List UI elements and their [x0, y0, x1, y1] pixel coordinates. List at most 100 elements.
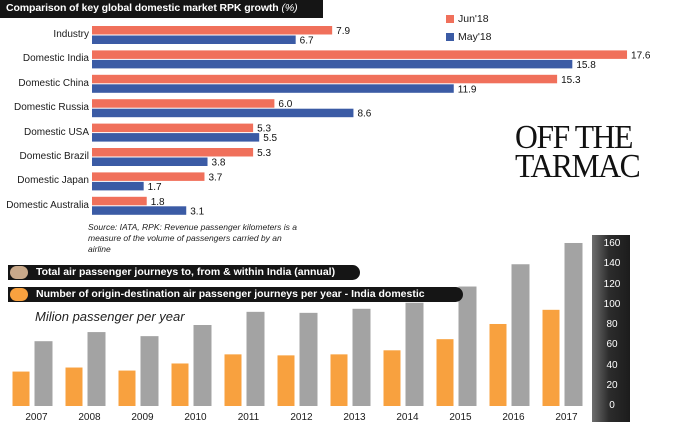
rpk-value-label: 1.7 — [148, 182, 162, 193]
legend-jun18-swatch — [446, 15, 454, 23]
year-label: 2009 — [131, 412, 154, 423]
y-tick-label: 120 — [603, 278, 621, 290]
rpk-bar — [92, 196, 147, 206]
annual-total-bar — [511, 264, 530, 406]
annual-total-bar — [564, 242, 583, 406]
bottom-chart-subtitle: Milion passenger per year — [35, 309, 185, 324]
y-tick-label: 160 — [603, 238, 621, 249]
rpk-value-label: 15.8 — [576, 60, 596, 71]
rpk-bar — [92, 35, 296, 44]
rpk-value-label: 1.8 — [151, 197, 165, 208]
od-journeys-bar — [436, 339, 454, 406]
annual-total-bar — [193, 325, 212, 406]
rpk-value-label: 5.3 — [257, 148, 271, 159]
rpk-category-label: Domestic Australia — [6, 199, 89, 211]
od-journeys-bar — [542, 309, 560, 406]
rpk-value-label: 15.3 — [561, 75, 581, 86]
od-journeys-bar — [330, 354, 348, 406]
rpk-bar — [92, 172, 205, 181]
rpk-bar — [92, 99, 275, 108]
headline-line-2: TARMAC — [515, 148, 641, 185]
rpk-bar — [92, 133, 260, 142]
rpk-value-label: 11.9 — [458, 84, 477, 95]
od-journeys-bar — [383, 350, 401, 406]
rpk-bar — [92, 206, 187, 215]
y-tick-label: 140 — [603, 258, 621, 270]
year-label: 2011 — [237, 412, 260, 423]
rpk-value-label: 6.0 — [278, 99, 292, 110]
rpk-bar — [92, 108, 354, 118]
rpk-category-label: Industry — [53, 29, 89, 40]
od-journeys-bar — [171, 363, 189, 406]
od-journeys-bar — [12, 371, 30, 406]
annual-total-bar — [299, 312, 318, 406]
year-label: 2007 — [25, 412, 48, 423]
rpk-chart-title-unit: (%) — [281, 2, 298, 14]
od-journeys-bar — [224, 354, 242, 406]
rpk-value-label: 6.7 — [300, 36, 314, 47]
od-journeys-bar — [65, 367, 83, 406]
rpk-chart-title-text: Comparison of key global domestic market… — [6, 2, 279, 14]
rpk-value-label: 17.6 — [631, 50, 651, 61]
rpk-bar — [92, 123, 254, 133]
legend-od-dot — [10, 288, 28, 301]
year-label: 2013 — [343, 412, 366, 423]
legend-od-journeys: Number of origin-destination air passeng… — [8, 287, 463, 302]
legend-jun18-label: Jun'18 — [458, 13, 489, 25]
rpk-bar — [92, 84, 454, 93]
year-label: 2017 — [555, 412, 578, 423]
annual-total-bar — [405, 302, 424, 406]
y-axis-strip — [592, 235, 630, 422]
legend-may18-swatch — [446, 33, 454, 41]
year-label: 2012 — [290, 412, 313, 423]
od-journeys-bar — [277, 355, 295, 406]
rpk-bar-chart: 7.96.717.615.815.311.96.08.65.35.55.33.8… — [92, 26, 651, 215]
headline-line-1: OFF THE — [515, 119, 633, 156]
rpk-value-label: 3.1 — [190, 206, 204, 215]
annual-total-bar — [87, 332, 106, 406]
od-journeys-bar — [118, 370, 136, 406]
legend-annual-total: Total air passenger journeys to, from & … — [8, 265, 360, 280]
rpk-value-label: 3.7 — [208, 172, 222, 183]
rpk-category-label: Domestic USA — [23, 126, 89, 138]
annual-total-bar — [140, 336, 159, 406]
rpk-value-label: 5.3 — [257, 124, 271, 135]
year-label: 2015 — [449, 412, 472, 423]
annual-total-bar — [246, 311, 265, 406]
annual-total-bar — [458, 286, 477, 406]
headline: OFF THE TARMAC — [515, 119, 641, 185]
rpk-chart-title: Comparison of key global domestic market… — [0, 0, 323, 18]
source-note: Source: IATA, RPK: Revenue passenger kil… — [88, 222, 297, 254]
y-tick-label: 80 — [606, 319, 618, 330]
rpk-bar — [92, 26, 333, 35]
rpk-bar — [92, 50, 628, 59]
y-tick-label: 40 — [606, 359, 618, 371]
rpk-category-label: Domestic India — [22, 53, 89, 65]
legend-may18-label: May'18 — [458, 31, 492, 43]
rpk-bar — [92, 157, 208, 166]
year-label: 2014 — [396, 412, 419, 423]
legend-annual-dot — [10, 266, 28, 279]
y-tick-label: 60 — [606, 339, 618, 351]
legend-annual-label: Total air passenger journeys to, from & … — [36, 266, 336, 278]
annual-total-bar — [34, 341, 53, 406]
rpk-bar — [92, 59, 573, 69]
y-tick-label: 20 — [606, 379, 618, 391]
rpk-bar — [92, 74, 558, 84]
rpk-category-label: Domestic Russia — [13, 102, 89, 114]
rpk-category-label: Domestic Japan — [17, 175, 89, 187]
y-tick-label: 100 — [603, 298, 621, 310]
od-journeys-bar — [489, 323, 507, 406]
rpk-bar — [92, 148, 254, 157]
rpk-category-label: Domestic Brazil — [19, 151, 89, 162]
rpk-category-label: Domestic China — [18, 77, 89, 89]
rpk-bar — [92, 181, 144, 191]
rpk-value-label: 3.8 — [212, 158, 226, 169]
year-label: 2016 — [502, 412, 525, 423]
annual-total-bar — [352, 308, 371, 406]
year-label: 2010 — [184, 412, 207, 423]
legend-od-label: Number of origin-destination air passeng… — [36, 288, 425, 300]
rpk-value-label: 5.5 — [263, 133, 277, 144]
